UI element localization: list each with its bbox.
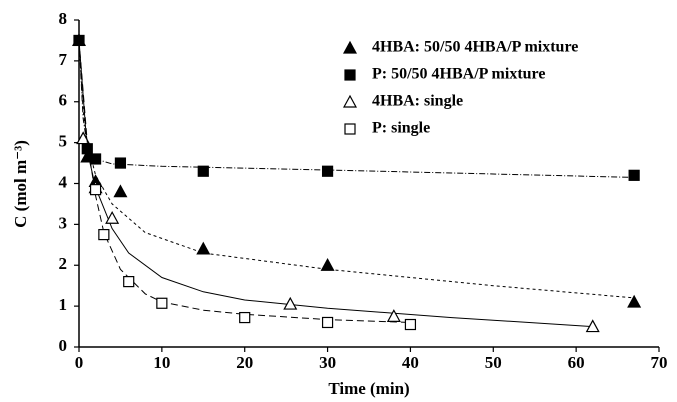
y-tick-label: 1: [59, 295, 68, 314]
data-point: [320, 257, 335, 271]
fit-curve: [78, 40, 593, 328]
y-tick-label: 7: [59, 50, 68, 69]
legend-label: P: 50/50 4HBA/P mixture: [372, 66, 545, 83]
x-tick-label: 30: [319, 353, 336, 372]
data-point: [404, 318, 417, 331]
data-point: [98, 228, 110, 241]
data-point: [585, 319, 600, 333]
legend-marker: [344, 69, 356, 81]
x-tick-label: 10: [153, 353, 170, 372]
fit-curve: [78, 40, 635, 178]
data-point: [321, 316, 334, 329]
data-point: [123, 276, 135, 288]
x-tick-label: 0: [75, 353, 84, 372]
x-tick-label: 20: [236, 353, 253, 372]
y-tick-label: 6: [59, 91, 68, 110]
legend-label: 4HBA: single: [372, 93, 463, 110]
x-tick-label: 50: [485, 353, 502, 372]
data-point: [105, 210, 120, 224]
data-point: [113, 184, 128, 198]
legend-label: P: single: [372, 120, 430, 137]
legend-marker: [342, 40, 358, 54]
data-point: [156, 297, 168, 309]
legend-label: 4HBA: 50/50 4HBA/P mixture: [372, 39, 578, 56]
x-tick-label: 60: [568, 353, 585, 372]
data-point: [283, 296, 298, 310]
fit-curve: [78, 40, 635, 299]
data-point: [196, 241, 211, 255]
data-point: [76, 131, 91, 145]
y-tick-label: 5: [59, 132, 68, 151]
data-point: [321, 165, 334, 177]
y-tick-label: 2: [59, 254, 68, 273]
y-tick-label: 3: [59, 213, 68, 232]
x-tick-label: 70: [651, 353, 668, 372]
x-axis-label: Time (min): [328, 379, 409, 398]
data-point: [114, 157, 127, 169]
y-tick-label: 0: [59, 336, 68, 355]
data-point: [239, 311, 251, 324]
data-point: [628, 169, 640, 181]
fit-curve: [78, 40, 411, 323]
legend-marker: [342, 94, 358, 108]
y-tick-label: 8: [59, 9, 68, 28]
legend-marker: [344, 123, 356, 135]
data-point: [197, 165, 209, 177]
data-point: [627, 294, 642, 308]
data-point: [386, 309, 401, 322]
data-point: [89, 153, 102, 165]
y-axis-label: C (mol m⁻³): [11, 140, 30, 228]
x-tick-label: 40: [402, 353, 419, 372]
data-point: [89, 184, 102, 196]
y-tick-label: 4: [59, 172, 68, 191]
